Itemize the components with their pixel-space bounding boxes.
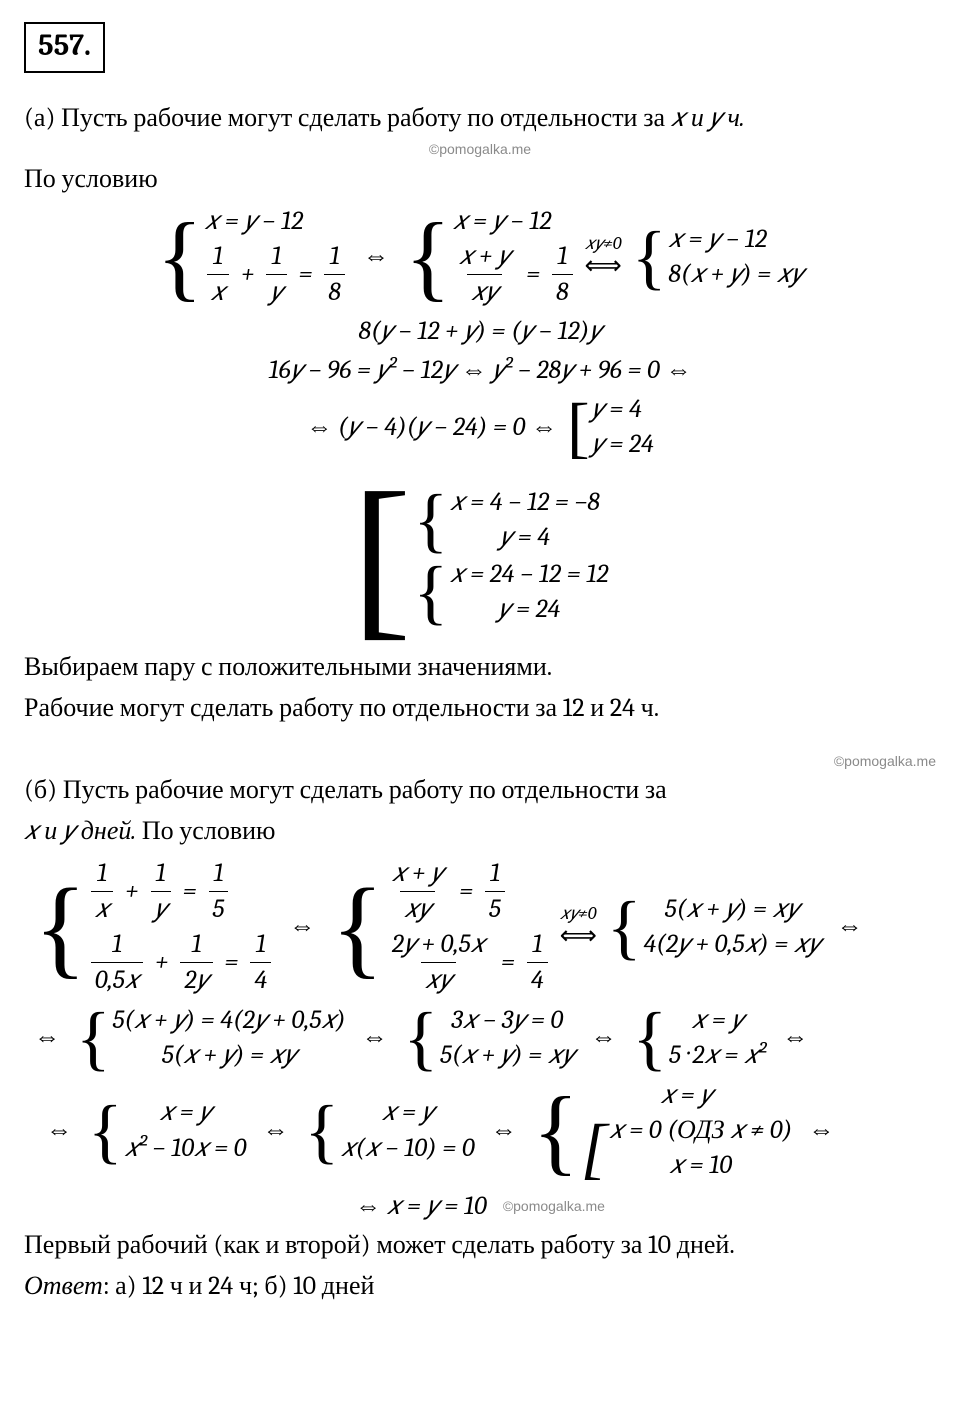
page: 557. (а) Пусть рабочие могут сделать раб… <box>0 0 960 1340</box>
part-a-system-chain: { 𝑥 = 𝑦 − 12 1𝑥 + 1𝑦 = 18 ⇔ { 𝑥 = 𝑦 <box>24 204 936 310</box>
watermark: ©pomogalka.me <box>503 1197 605 1216</box>
iff-with-condition: 𝑥𝑦≠0 ⟺ <box>560 905 597 949</box>
iff-with-condition: 𝑥𝑦≠0 ⟺ <box>585 235 622 279</box>
part-b-intro-1: (б) Пусть рабочие могут сделать работу п… <box>24 773 936 808</box>
part-a-concl1: Выбираем пару с положительными значениям… <box>24 650 936 685</box>
part-a-concl2: Рабочие могут сделать работу по отдельно… <box>24 691 936 726</box>
part-b-chain-3: ⇔ { 𝑥 = 𝑦 𝑥² − 10𝑥 = 0 ⇔ { 𝑥 = 𝑦 𝑥(𝑥 − 1… <box>24 1078 936 1183</box>
part-a-step1: 8(𝑦 − 12 + 𝑦) = (𝑦 − 12)𝑦 <box>24 314 936 349</box>
part-a-step2: 16𝑦 − 96 = 𝑦² − 12𝑦 ⇔ 𝑦² − 28𝑦 + 96 = 0 … <box>24 353 936 388</box>
watermark: ©pomogalka.me <box>24 752 936 771</box>
part-b-final: ⇔ 𝑥 = 𝑦 = 10 ©pomogalka.me <box>24 1187 936 1223</box>
answer-line: Ответ: а) 12 ч и 24 ч; б) 10 дней <box>24 1269 936 1304</box>
answer-label: Ответ <box>24 1271 103 1301</box>
problem-number-box: 557. <box>24 22 105 73</box>
part-a-intro-1: (а) Пусть рабочие могут сделать работу п… <box>24 101 936 136</box>
problem-number: 557. <box>38 28 91 63</box>
answer-text: : а) 12 ч и 24 ч; б) 10 дней <box>103 1271 375 1301</box>
part-b-chain-2: ⇔ { 5(𝑥 + 𝑦) = 4(2𝑦 + 0,5𝑥) 5(𝑥 + 𝑦) = 𝑥… <box>24 1002 936 1074</box>
part-b-chain-1: { 1𝑥 + 1𝑦 = 15 10,5𝑥 + 12𝑦 = <box>24 856 936 998</box>
part-b-intro-2: 𝑥 и 𝑦 дней. По условию <box>24 814 936 849</box>
part-a-intro-2: По условию <box>24 162 936 197</box>
part-a-step3: ⇔ (𝑦 − 4)(𝑦 − 24) = 0 ⇔ [ 𝑦 = 4 𝑦 = 24 <box>24 392 936 462</box>
watermark: ©pomogalka.me <box>24 140 936 159</box>
part-a-solutions: [ { 𝑥 = 4 − 12 = −8 𝑦 = 4 { 𝑥 = 24 − 12 … <box>24 466 936 646</box>
part-b-concl: Первый рабочий (как и второй) может сдел… <box>24 1228 936 1263</box>
